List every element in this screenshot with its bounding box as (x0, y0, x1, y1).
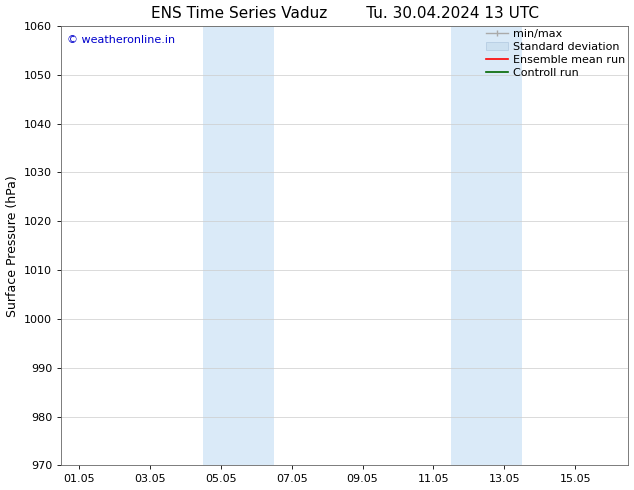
Text: © weatheronline.in: © weatheronline.in (67, 35, 175, 45)
Legend: min/max, Standard deviation, Ensemble mean run, Controll run: min/max, Standard deviation, Ensemble me… (486, 29, 625, 77)
Bar (203, 26, 274, 466)
Bar (451, 26, 522, 466)
Title: ENS Time Series Vaduz        Tu. 30.04.2024 13 UTC: ENS Time Series Vaduz Tu. 30.04.2024 13 … (151, 5, 539, 21)
Y-axis label: Surface Pressure (hPa): Surface Pressure (hPa) (6, 175, 18, 317)
